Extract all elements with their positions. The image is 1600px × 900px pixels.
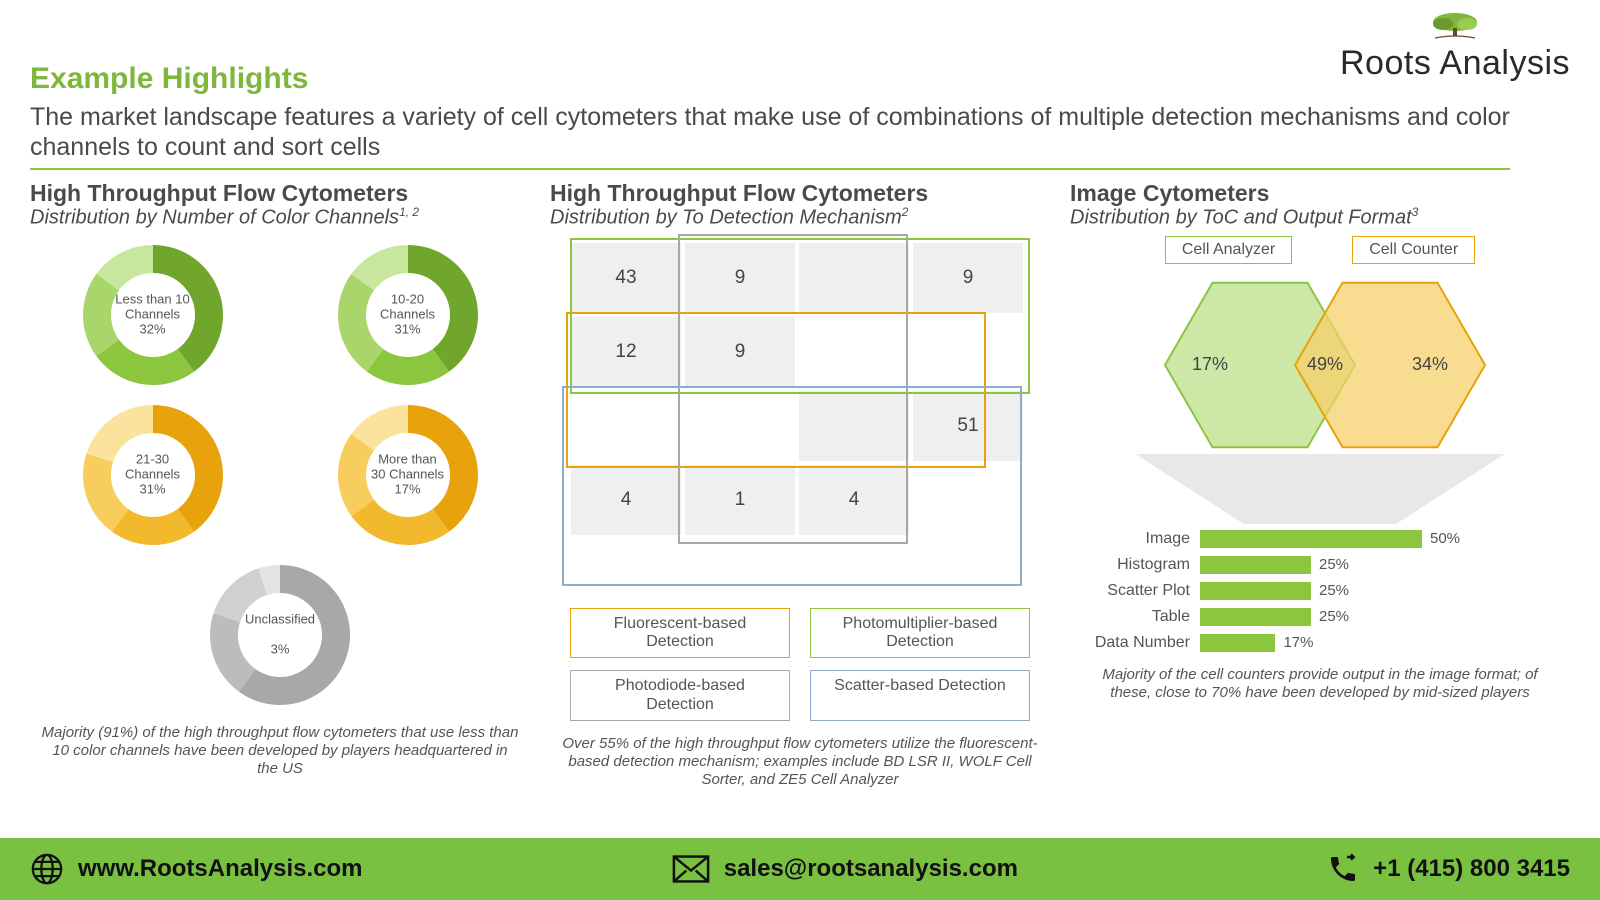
footer-phone-text: +1 (415) 800 3415 — [1373, 855, 1570, 883]
donut-chart: More than30 Channels17% — [333, 400, 483, 550]
col3-subtitle-text: Distribution by ToC and Output Format — [1070, 207, 1412, 229]
bar-value: 25% — [1319, 582, 1349, 599]
footer-website-text: www.RootsAnalysis.com — [78, 855, 363, 883]
legend-item: Photomultiplier-based Detection — [810, 608, 1030, 659]
col1-footnote: Majority (91%) of the high throughput fl… — [30, 724, 530, 778]
donut-label: Less than 10Channels32% — [108, 292, 198, 337]
bar-track: 25% — [1200, 556, 1570, 574]
bar-label: Scatter Plot — [1070, 582, 1200, 600]
bar-track: 25% — [1200, 582, 1570, 600]
funnel-shape — [1070, 454, 1570, 524]
col3-subtitle: Distribution by ToC and Output Format3 — [1070, 205, 1570, 230]
bar-fill — [1200, 634, 1275, 652]
bar-row: Table 25% — [1070, 608, 1570, 626]
col-image-cytometers: Image Cytometers Distribution by ToC and… — [1070, 180, 1570, 789]
bar-value: 25% — [1319, 556, 1349, 573]
brand-logo: Roots Analysis — [1340, 12, 1570, 83]
bar-row: Data Number 17% — [1070, 634, 1570, 652]
donut-label: More than30 Channels17% — [363, 452, 453, 497]
col2-title: High Throughput Flow Cytometers — [550, 180, 1050, 207]
donut-chart: Less than 10Channels32% — [78, 240, 228, 390]
mail-icon — [672, 855, 710, 883]
donut-label: 21-30Channels31% — [108, 452, 198, 497]
matrix-cell: 43 — [570, 242, 682, 314]
bar-row: Image 50% — [1070, 530, 1570, 548]
matrix-cell: 12 — [570, 316, 682, 388]
page-subtitle: The market landscape features a variety … — [30, 102, 1510, 170]
phone-icon — [1327, 853, 1359, 885]
col1-subtitle-text: Distribution by Number of Color Channels — [30, 207, 399, 229]
col2-subtitle: Distribution by To Detection Mechanism2 — [550, 205, 1050, 230]
venn-legend: Cell Analyzer Cell Counter — [1070, 236, 1570, 264]
col3-footnote: Majority of the cell counters provide ou… — [1070, 666, 1570, 702]
matrix-cell: 4 — [570, 464, 682, 536]
donut-grid: Less than 10Channels32% 10-20Channels31% 2… — [30, 240, 530, 710]
matrix-cell: 1 — [684, 464, 796, 536]
matrix-cell: 9 — [912, 242, 1024, 314]
detection-matrix: 439912951414 — [570, 242, 1030, 582]
matrix-cell: 9 — [684, 316, 796, 388]
col2-subtitle-text: Distribution by To Detection Mechanism — [550, 207, 902, 229]
svg-text:34%: 34% — [1412, 354, 1448, 374]
donut-chart: Unclassified3% — [205, 560, 355, 710]
matrix-cell — [798, 242, 910, 314]
col-color-channels: High Throughput Flow Cytometers Distribu… — [30, 180, 530, 789]
bar-label: Table — [1070, 608, 1200, 626]
bar-label: Image — [1070, 530, 1200, 548]
donut-label: Unclassified3% — [235, 612, 325, 657]
brand-name: Roots Analysis — [1340, 44, 1570, 83]
col-detection-mechanism: High Throughput Flow Cytometers Distribu… — [550, 180, 1050, 789]
col3-title: Image Cytometers — [1070, 180, 1570, 207]
col1-title: High Throughput Flow Cytometers — [30, 180, 530, 207]
matrix-cell: 9 — [684, 242, 796, 314]
donut-label: 10-20Channels31% — [363, 292, 453, 337]
svg-text:49%: 49% — [1307, 354, 1343, 374]
matrix-cell: 4 — [798, 464, 910, 536]
svg-text:17%: 17% — [1192, 354, 1228, 374]
bar-label: Data Number — [1070, 634, 1200, 652]
col3-sup: 3 — [1412, 205, 1419, 219]
venn-legend-analyzer: Cell Analyzer — [1165, 236, 1292, 264]
bar-row: Scatter Plot 25% — [1070, 582, 1570, 600]
bar-fill — [1200, 608, 1311, 626]
venn-legend-counter: Cell Counter — [1352, 236, 1475, 264]
matrix-cell: 51 — [912, 390, 1024, 462]
bar-value: 17% — [1283, 634, 1313, 651]
globe-icon — [30, 852, 64, 886]
eyebrow-title: Example Highlights — [30, 62, 1570, 96]
bar-value: 50% — [1430, 530, 1460, 547]
donut-chart: 21-30Channels31% — [78, 400, 228, 550]
footer-website: www.RootsAnalysis.com — [30, 852, 363, 886]
matrix-cell — [798, 390, 910, 462]
bar-label: Histogram — [1070, 556, 1200, 574]
legend-item: Photodiode-based Detection — [570, 670, 790, 721]
bar-track: 17% — [1200, 634, 1570, 652]
col1-subtitle: Distribution by Number of Color Channels… — [30, 205, 530, 230]
logo-tree-icon — [1425, 12, 1485, 42]
footer-phone: +1 (415) 800 3415 — [1327, 853, 1570, 885]
bar-track: 25% — [1200, 608, 1570, 626]
output-format-bars: Image50%Histogram25%Scatter Plot25%Table… — [1070, 530, 1570, 652]
bar-fill — [1200, 582, 1311, 600]
bar-value: 25% — [1319, 608, 1349, 625]
bar-fill — [1200, 530, 1422, 548]
legend-item: Fluorescent-based Detection — [570, 608, 790, 659]
contact-footer: www.RootsAnalysis.com sales@rootsanalysi… — [0, 838, 1600, 900]
venn-diagram: 17% 49% 34% — [1070, 270, 1570, 460]
legend-item: Scatter-based Detection — [810, 670, 1030, 721]
donut-chart: 10-20Channels31% — [333, 240, 483, 390]
bar-track: 50% — [1200, 530, 1570, 548]
detection-legend: Fluorescent-based Detection Photomultipli… — [570, 608, 1030, 722]
bar-row: Histogram 25% — [1070, 556, 1570, 574]
col1-sup: 1, 2 — [399, 205, 419, 219]
bar-fill — [1200, 556, 1311, 574]
col2-footnote: Over 55% of the high throughput flow cyt… — [550, 735, 1050, 789]
footer-email-text: sales@rootsanalysis.com — [724, 855, 1018, 883]
footer-email: sales@rootsanalysis.com — [672, 855, 1018, 883]
col2-sup: 2 — [902, 205, 909, 219]
